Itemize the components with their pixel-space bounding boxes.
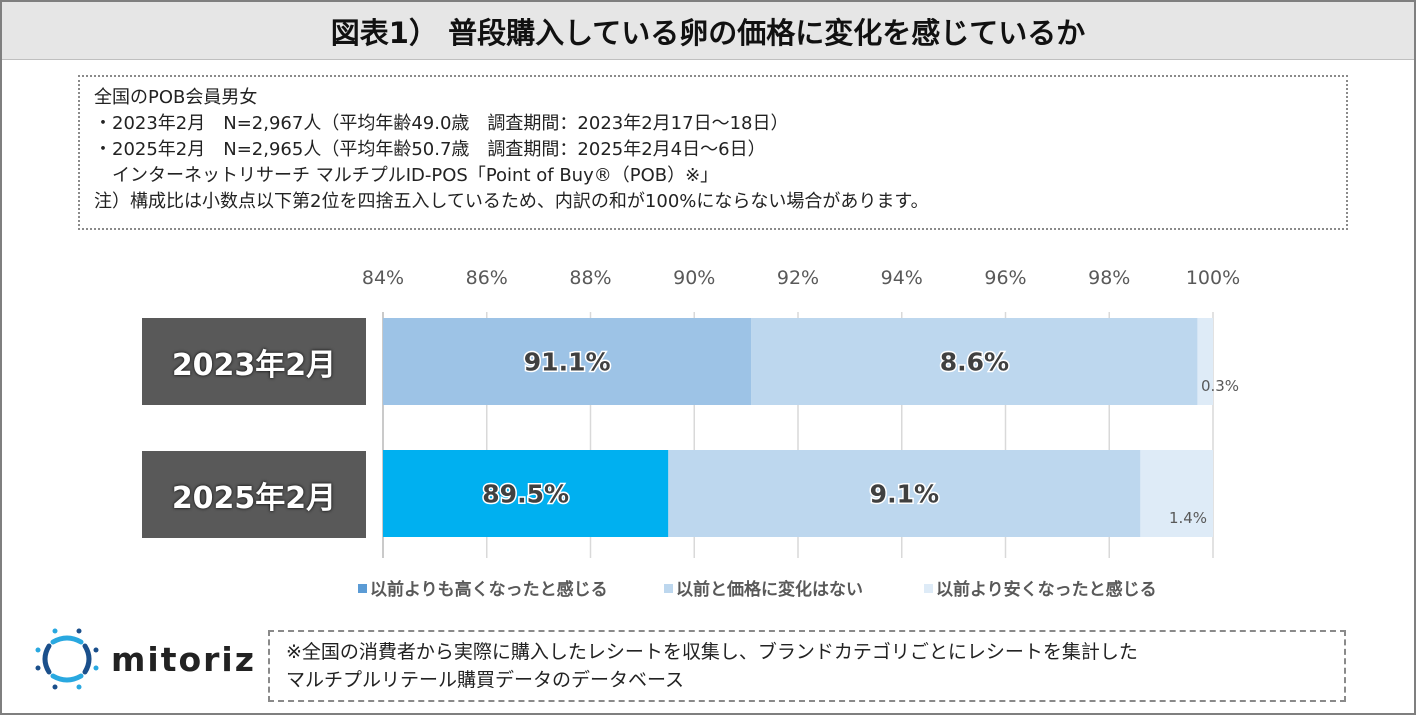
info-line: 全国のPOB会員男女 (94, 87, 258, 108)
info-line: 注）構成比は小数点以下第2位を四捨五入しているため、内訳の和が100%にならない… (94, 191, 929, 212)
stacked-bar-chart: 84% 86% 88% 90% 92% 94% 96% 98% 100% 91.1% 8.6% 0.3… (358, 267, 1240, 600)
legend-label: 以前より安くなったと感じる (936, 579, 1157, 600)
x-tick-label: 90% (673, 267, 715, 289)
x-tick-label: 100% (1186, 267, 1240, 289)
category-label-2025: 2025年2月 (142, 451, 366, 538)
bar-segment (751, 318, 1198, 405)
info-line: インターネットリサーチ マルチプルID-POS「Point of Buy®（PO… (94, 165, 719, 186)
x-tick-label: 84% (362, 267, 404, 289)
category-label-2023: 2023年2月 (142, 318, 366, 405)
mitoriz-logo: mitoriz (35, 628, 256, 690)
figure-title: 図表1） 普段購入している卵の価格に変化を感じているか (2, 2, 1414, 60)
info-line: ・2023年2月 N=2,967人（平均年齢49.0歳 調査期間：2023年2月… (94, 113, 789, 134)
data-label: 89.5% (482, 480, 569, 509)
x-tick-label: 86% (466, 267, 508, 289)
x-tick-label: 98% (1088, 267, 1130, 289)
legend-label: 以前と価格に変化はない (676, 579, 863, 600)
logo-text: mitoriz (111, 639, 256, 679)
bar-segment (383, 318, 752, 405)
x-tick-label: 94% (881, 267, 923, 289)
bar-segment (383, 450, 669, 537)
info-line: ・2025年2月 N=2,965人（平均年齢50.7歳 調査期間：2025年2月… (94, 139, 766, 160)
legend-label: 以前よりも高くなったと感じる (370, 579, 608, 600)
x-tick-label: 92% (777, 267, 819, 289)
legend-swatch (664, 584, 673, 593)
survey-info-box: 全国のPOB会員男女 ・2023年2月 N=2,967人（平均年齢49.0歳 調… (78, 75, 1348, 230)
bar-segment (1197, 318, 1213, 405)
footnote-box: ※全国の消費者から実際に購入したレシートを収集し、ブランドカテゴリごとにレシート… (268, 630, 1346, 702)
x-tick-label: 88% (569, 267, 611, 289)
logo-mark-icon (35, 628, 99, 690)
data-label: 91.1% (524, 348, 611, 377)
legend-swatch (358, 584, 367, 593)
bar-segment (1140, 450, 1213, 537)
legend-swatch (924, 584, 933, 593)
data-label: 1.4% (1169, 509, 1207, 527)
bar-segment (668, 450, 1141, 537)
data-label: 9.1% (870, 480, 939, 509)
data-label: 8.6% (940, 348, 1009, 377)
data-label: 0.3% (1201, 377, 1239, 395)
footnote-line: ※全国の消費者から実際に購入したレシートを収集し、ブランドカテゴリごとにレシート… (286, 641, 1138, 663)
x-tick-label: 96% (984, 267, 1026, 289)
footnote-line: マルチプルリテール購買データのデータベース (286, 669, 685, 691)
